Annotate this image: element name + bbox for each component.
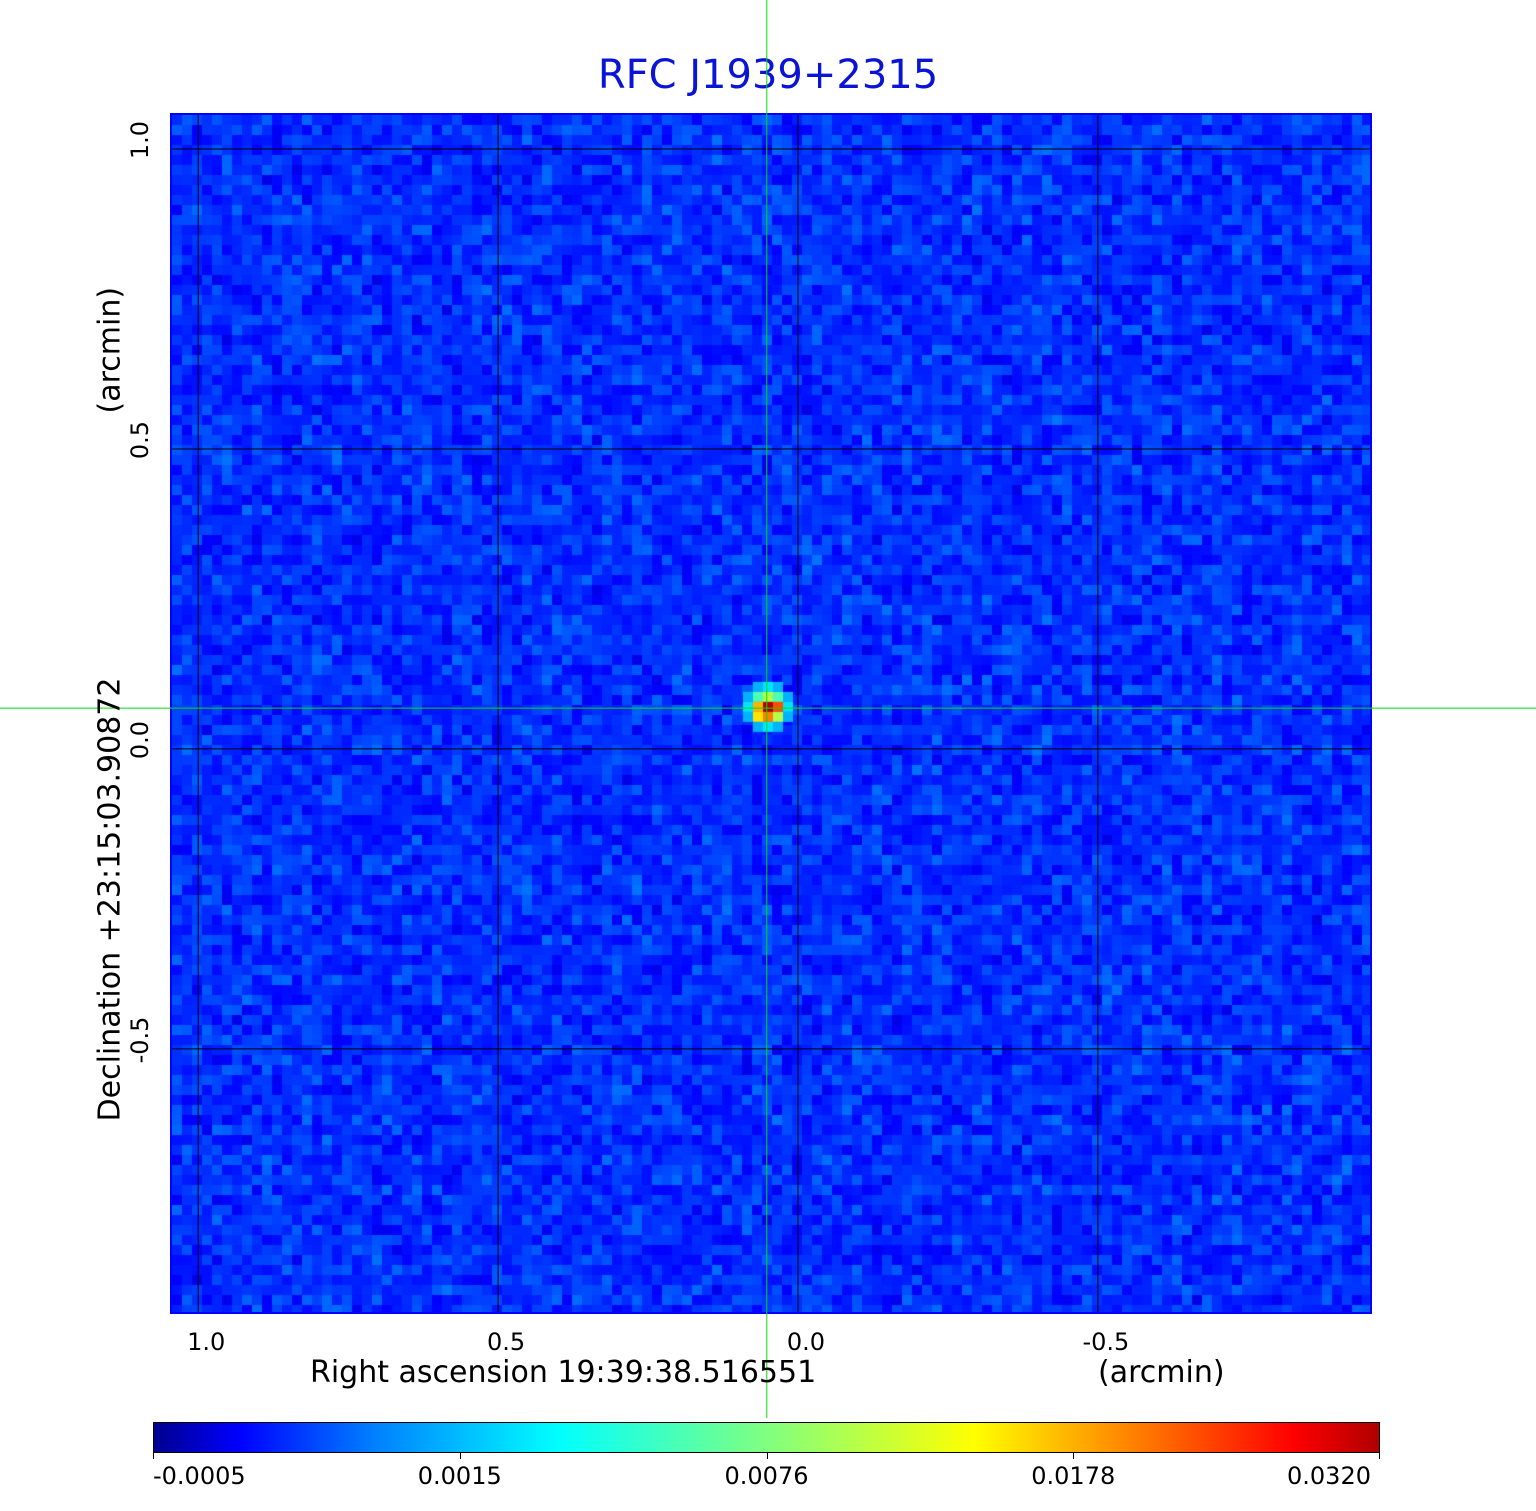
colorbar-tick-label: 0.0015 bbox=[417, 1462, 502, 1490]
y-tick-label: 1.0 bbox=[126, 120, 154, 160]
x-tick-label: 0.0 bbox=[786, 1328, 826, 1356]
heatmap-image bbox=[172, 115, 1370, 1312]
colorbar-tick-label: 0.0178 bbox=[1031, 1462, 1116, 1490]
colorbar-tick-mark bbox=[766, 1453, 768, 1459]
y-tick-label: 0.5 bbox=[126, 420, 154, 460]
x-tick-label: -0.5 bbox=[1082, 1328, 1130, 1356]
crosshair bbox=[0, 0, 1536, 1418]
colorbar bbox=[153, 1422, 1380, 1453]
y-axis-unit: (arcmin) bbox=[92, 286, 128, 414]
colorbar-tick-label: -0.0005 bbox=[153, 1462, 246, 1490]
y-axis-label: Declination +23:15:03.90872 bbox=[92, 677, 128, 1122]
x-axis-unit: (arcmin) bbox=[1098, 1355, 1225, 1390]
colorbar-tick-label: 0.0320 bbox=[1287, 1462, 1371, 1490]
colorbar-tick-mark bbox=[1379, 1453, 1380, 1459]
grid-lines bbox=[172, 115, 1370, 1312]
colorbar-tick-label: 0.0076 bbox=[724, 1462, 809, 1490]
x-tick-label: 1.0 bbox=[187, 1328, 226, 1356]
image-plot-area[interactable] bbox=[170, 113, 1372, 1314]
y-tick-label: -0.5 bbox=[126, 1016, 154, 1064]
y-tick-label: 0.0 bbox=[126, 720, 154, 759]
x-tick-label: 0.5 bbox=[486, 1328, 526, 1356]
colorbar-tick-mark bbox=[153, 1453, 154, 1459]
chart-title: RFC J1939+2315 bbox=[597, 52, 939, 98]
colorbar-tick-mark bbox=[459, 1453, 461, 1459]
x-axis-label: Right ascension 19:39:38.516551 bbox=[310, 1355, 817, 1390]
colorbar-tick-mark bbox=[1073, 1453, 1075, 1459]
